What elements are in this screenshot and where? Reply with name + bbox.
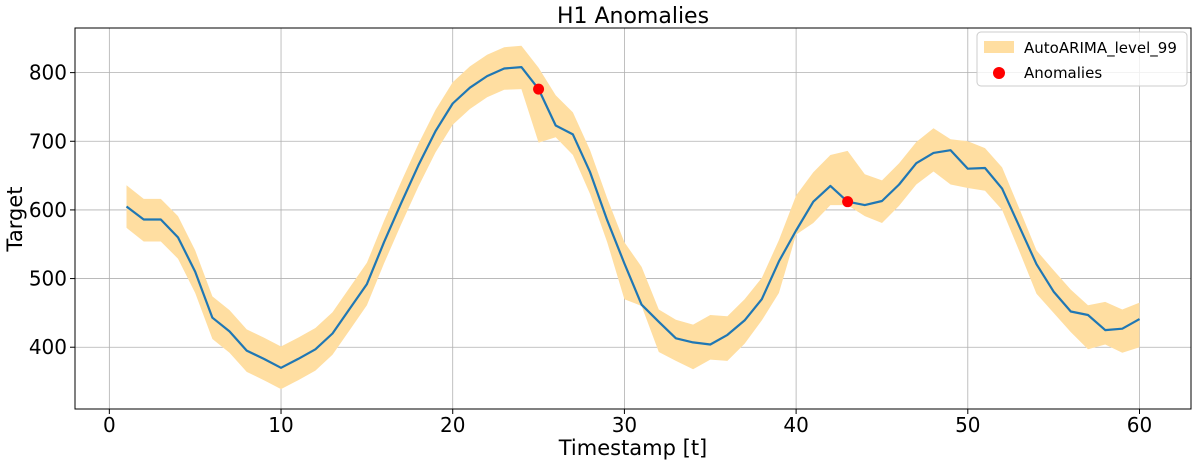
chart-title: H1 Anomalies: [557, 4, 709, 29]
y-axis-ticks: 400 500 600 700 800: [29, 61, 75, 359]
legend: AutoARIMA_level_99 Anomalies: [976, 31, 1188, 87]
anomaly-point: [842, 196, 854, 208]
legend-anomaly-label: Anomalies: [1024, 64, 1102, 82]
anomaly-points-layer: [533, 83, 854, 208]
x-tick-label: 30: [612, 413, 637, 437]
series-line: [125, 65, 1141, 369]
confidence-band: [126, 45, 1140, 390]
x-tick-label: 0: [103, 413, 116, 437]
x-tick-label: 10: [268, 413, 293, 437]
legend-box: [976, 31, 1188, 87]
y-tick-label: 700: [29, 129, 67, 153]
y-tick-label: 800: [29, 61, 67, 85]
x-axis-ticks: 0 10 20 30 40 50 60: [103, 409, 1152, 437]
y-tick-label: 400: [29, 335, 67, 359]
x-tick-label: 40: [783, 413, 808, 437]
y-tick-label: 500: [29, 267, 67, 291]
plot-frame: [74, 27, 1192, 410]
x-tick-label: 50: [955, 413, 980, 437]
legend-band-swatch: [984, 41, 1014, 53]
confidence-band-layer: [126, 45, 1140, 390]
x-tick-label: 60: [1127, 413, 1152, 437]
x-tick-label: 20: [440, 413, 465, 437]
series-line-layer: [125, 65, 1141, 369]
legend-band-label: AutoARIMA_level_99: [1024, 39, 1177, 58]
x-axis-label: Timestamp [t]: [558, 436, 708, 460]
anomaly-point: [533, 83, 545, 95]
y-tick-label: 600: [29, 198, 67, 222]
y-axis-label: Target: [3, 187, 27, 253]
legend-anomaly-marker: [993, 67, 1005, 79]
